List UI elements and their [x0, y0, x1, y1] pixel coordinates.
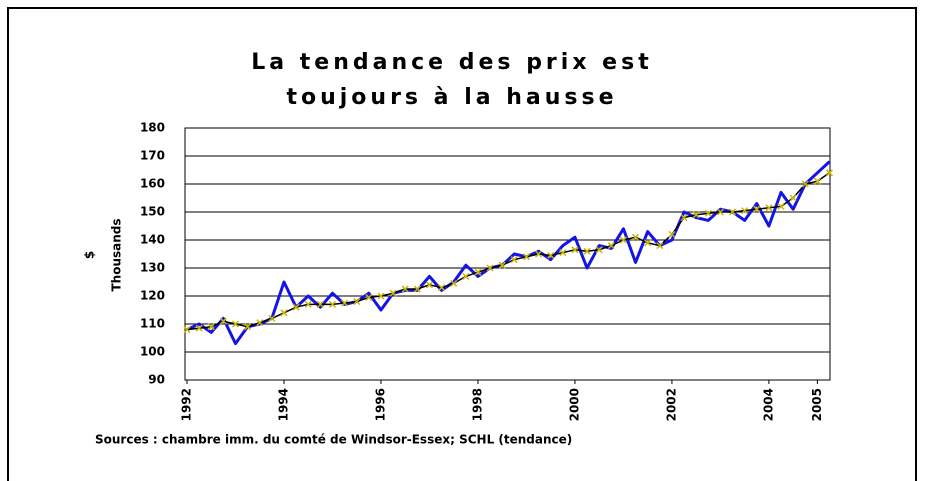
y-tick-label: 130	[140, 261, 165, 275]
trend-marker	[765, 204, 773, 212]
y-tick-label: 90	[148, 373, 165, 387]
trend-marker	[595, 246, 603, 254]
trend-marker	[777, 202, 785, 210]
trend-marker	[316, 300, 324, 308]
x-tick-label: 2004	[761, 388, 775, 421]
y-tick-label: 180	[140, 121, 165, 135]
y-tick-label: 100	[140, 345, 165, 359]
trend-marker	[292, 303, 300, 311]
trend-marker	[498, 261, 506, 269]
y-axis-label: Thousands	[110, 218, 124, 291]
trend-marker	[401, 285, 409, 293]
trend-marker	[729, 208, 737, 216]
y-axis-label: $	[83, 251, 97, 259]
trend-marker	[244, 323, 252, 331]
y-tick-label: 150	[140, 205, 165, 219]
trend-marker	[632, 233, 640, 241]
trend-marker	[341, 299, 349, 307]
plot-area	[184, 127, 831, 381]
x-tick-label: 2005	[810, 388, 824, 421]
y-tick-label: 120	[140, 289, 165, 303]
trend-marker	[571, 246, 579, 254]
trend-marker	[619, 236, 627, 244]
trend-marker	[753, 205, 761, 213]
trend-marker	[535, 250, 543, 258]
trend-marker	[219, 317, 227, 325]
trend-marker	[353, 298, 361, 306]
x-tick-label: 2000	[567, 388, 581, 421]
trend-marker	[656, 242, 664, 250]
y-tick-label: 110	[140, 317, 165, 331]
trend-marker	[510, 256, 518, 264]
trend-marker	[256, 319, 264, 327]
trend-marker	[559, 249, 567, 257]
trend-marker	[413, 285, 421, 293]
trend-marker	[789, 194, 797, 202]
line	[186, 172, 830, 331]
trend-marker	[425, 281, 433, 289]
trend-marker	[304, 300, 312, 308]
trend-marker	[644, 239, 652, 247]
trend-marker	[741, 207, 749, 215]
x-tick-label: 1992	[180, 388, 194, 421]
trend-marker	[716, 208, 724, 216]
trend-marker	[195, 324, 203, 332]
trend-marker	[668, 230, 676, 238]
trend-marker	[607, 242, 615, 250]
trend-marker	[680, 214, 688, 222]
trend-marker	[486, 264, 494, 272]
trend-marker	[522, 253, 530, 261]
trend-marker	[328, 300, 337, 308]
x-tick-label: 2002	[664, 388, 678, 421]
trend-marker	[825, 169, 834, 177]
trend-marker	[583, 247, 591, 255]
trend-marker	[462, 272, 470, 280]
chart-title: La tendance des prix est	[251, 50, 652, 75]
trend-marker	[231, 320, 240, 328]
y-tick-label: 140	[140, 233, 165, 247]
trend-marker	[389, 289, 397, 297]
trend-marker	[377, 292, 385, 300]
x-tick-label: 1996	[373, 388, 387, 421]
trend-marker	[801, 180, 809, 188]
x-tick-label: 1998	[470, 388, 484, 421]
trend-marker	[813, 177, 821, 185]
trend-marker	[474, 268, 482, 276]
chart-title: toujours à la hausse	[286, 85, 617, 110]
trend-marker	[207, 323, 215, 331]
trend-marker	[268, 314, 276, 322]
trend-marker	[365, 293, 373, 301]
trend-marker	[692, 211, 700, 219]
trend-marker	[280, 309, 288, 317]
source-note: Sources : chambre imm. du comté de Winds…	[95, 433, 572, 447]
trend-marker	[450, 279, 458, 287]
trend-marker	[183, 326, 191, 334]
y-tick-label: 170	[140, 149, 165, 163]
y-tick-label: 160	[140, 177, 165, 191]
trend-marker	[547, 251, 555, 259]
trend-marker	[704, 209, 712, 217]
x-tick-label: 1994	[276, 388, 290, 421]
trend-marker	[438, 284, 446, 292]
